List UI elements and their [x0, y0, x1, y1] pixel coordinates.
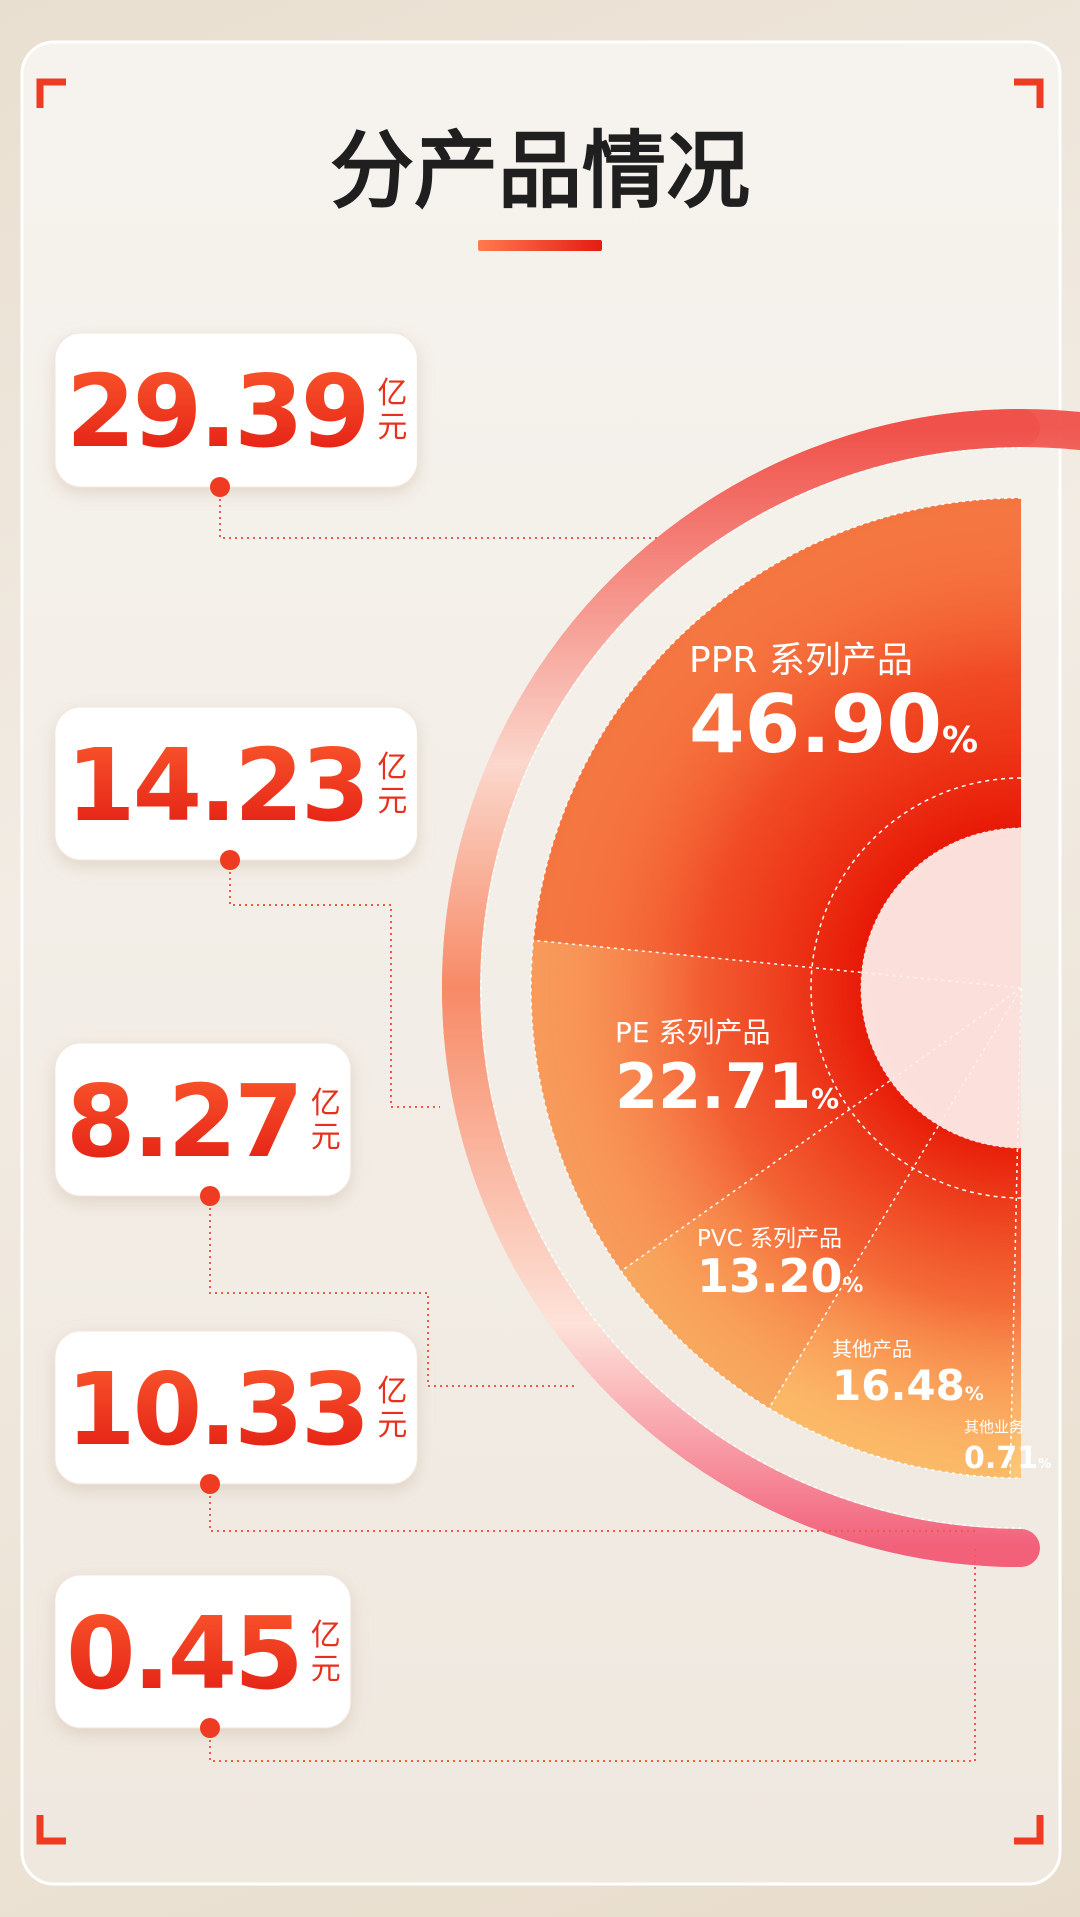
- amount-unit: 亿元: [311, 1086, 341, 1155]
- ring-dash: [480, 447, 1022, 1529]
- connector-dot: [200, 1186, 220, 1206]
- slice-value-text: 46.90%: [689, 678, 978, 771]
- amount-unit-char: 元: [377, 410, 407, 445]
- amount-unit-char: 元: [377, 1408, 407, 1443]
- amount-unit: 亿元: [377, 1374, 407, 1443]
- slice-divider: [768, 987, 1022, 1409]
- connector: [209, 1547, 976, 1762]
- amount-unit-char: 元: [377, 784, 407, 819]
- slice-divider: [533, 939, 1022, 989]
- connector-dot: [220, 850, 240, 870]
- slice-name: PE 系列产品: [615, 1016, 770, 1049]
- slice-value-text: 16.48%: [832, 1361, 984, 1410]
- percent-unit: %: [811, 1082, 839, 1115]
- slice-value: 16.48: [832, 1361, 965, 1410]
- slice-name: PVC 系列产品: [697, 1226, 842, 1252]
- amount-unit-char: 元: [311, 1652, 341, 1687]
- inner-dash: [810, 777, 1022, 1199]
- inner-hole: [860, 827, 1022, 1149]
- slice-value-text: 0.71%: [964, 1441, 1052, 1476]
- connector: [209, 1196, 575, 1387]
- connector-dot: [210, 477, 230, 497]
- amount-unit-char: 亿: [377, 1374, 407, 1409]
- slice-name: PPR 系列产品: [689, 640, 913, 681]
- amount-box: 29.39 亿元: [54, 332, 418, 488]
- amount-unit: 亿元: [377, 376, 407, 445]
- slice-value: 0.71: [964, 1441, 1038, 1476]
- connector-dot: [200, 1474, 220, 1494]
- box-bg: [54, 1330, 418, 1485]
- amount-box: 14.23 亿元: [54, 706, 418, 861]
- box-bg: [54, 332, 418, 488]
- amount-value: 0.45: [66, 1595, 301, 1712]
- amount-unit-char: 亿: [377, 376, 407, 411]
- amount-unit: 亿元: [311, 1618, 341, 1687]
- slice-name: 其他产品: [832, 1337, 912, 1361]
- slice-value: 22.71: [615, 1050, 811, 1123]
- connector: [209, 1484, 978, 1532]
- slice-name: 其他业务: [964, 1418, 1024, 1436]
- percent-unit: %: [1038, 1456, 1052, 1472]
- slice-divider: [1009, 987, 1022, 1478]
- percent-unit: %: [843, 1273, 864, 1297]
- amount-value: 8.27: [66, 1063, 301, 1180]
- amount-value: 10.33: [66, 1351, 367, 1468]
- amount-unit: 亿元: [377, 750, 407, 819]
- amount-value: 29.39: [66, 353, 367, 470]
- amount-unit-char: 亿: [311, 1618, 341, 1653]
- slice-divider: [620, 987, 1022, 1272]
- connector-dot: [200, 1718, 220, 1738]
- chart-title: 分产品情况: [330, 122, 750, 220]
- amount-box: 0.45 亿元: [54, 1574, 352, 1729]
- amount-unit-char: 元: [311, 1120, 341, 1155]
- slice-value: 46.90: [689, 678, 942, 771]
- red-core: [531, 498, 1021, 1478]
- percent-unit: %: [965, 1383, 984, 1405]
- slice-value: 13.20: [697, 1249, 843, 1303]
- amount-box: 10.33 亿元: [54, 1330, 418, 1485]
- amount-unit-char: 亿: [377, 750, 407, 785]
- outer-ring-arc: [442, 409, 1040, 1567]
- amount-box: 8.27 亿元: [54, 1042, 352, 1197]
- slice-value-text: 22.71%: [615, 1050, 839, 1123]
- percent-unit: %: [942, 720, 978, 761]
- amount-value: 14.23: [66, 727, 367, 844]
- slice-value-text: 13.20%: [697, 1249, 864, 1303]
- amount-unit-char: 亿: [311, 1086, 341, 1121]
- title-underline: [478, 240, 602, 251]
- connector: [229, 860, 440, 1108]
- corner-brackets: [36, 78, 1044, 1845]
